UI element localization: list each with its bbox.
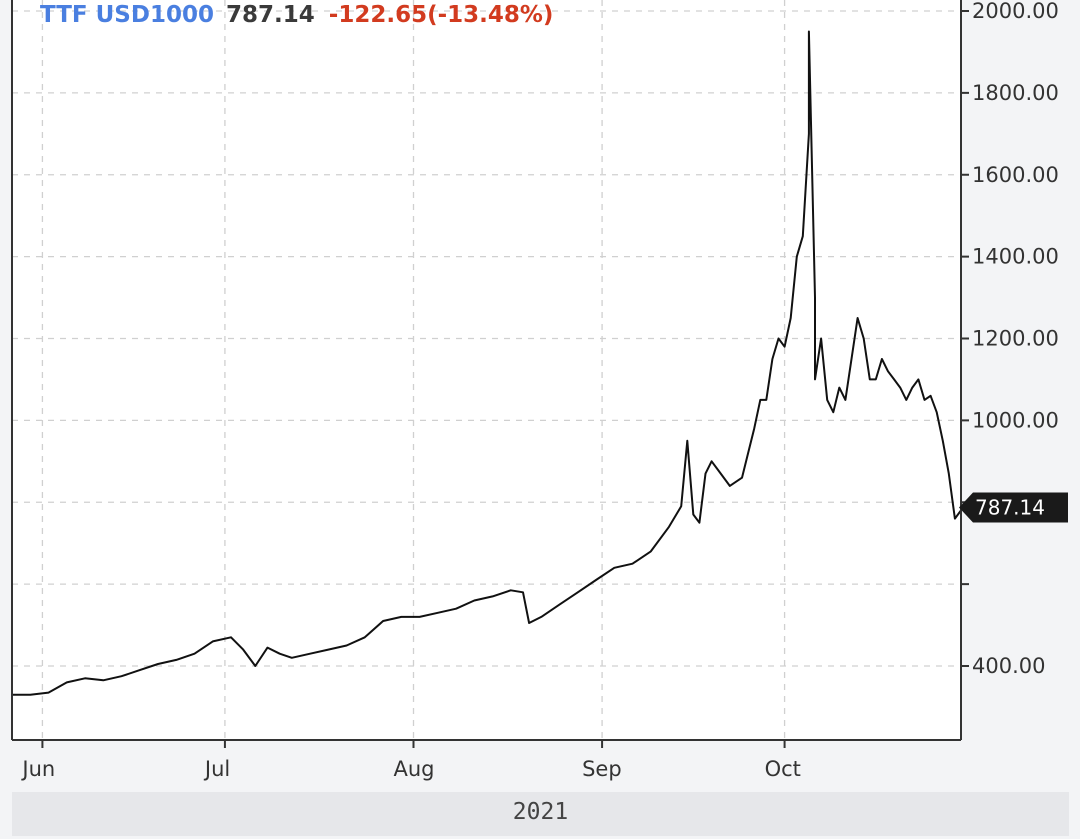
quote-header: TTF USD1000 787.14 -122.65(-13.48%): [40, 2, 553, 28]
x-tick-label: Jul: [203, 757, 230, 781]
y-tick-label: 1800.00: [972, 81, 1059, 105]
y-tick-label: 1200.00: [972, 327, 1059, 351]
x-tick-label: Sep: [582, 757, 622, 781]
y-tick-label: 1600.00: [972, 163, 1059, 187]
year-bar: 2021: [12, 792, 1069, 836]
last-price-marker: 787.14: [959, 492, 1068, 523]
price-series-line: [12, 30, 962, 696]
x-tick-label: Jun: [20, 757, 55, 781]
plot-background: [12, 0, 961, 740]
grid: [12, 0, 961, 740]
price-change: -122.65(-13.48%): [328, 2, 554, 28]
y-axis-ticks: 400.00600.001000.001200.001400.001600.00…: [961, 0, 1059, 678]
x-tick-label: Oct: [765, 757, 801, 781]
symbol-name: TTF USD1000: [40, 2, 214, 28]
y-tick-label: 2000.00: [972, 0, 1059, 23]
y-tick-label: 1400.00: [972, 245, 1059, 269]
y-tick-label: 1000.00: [972, 408, 1059, 432]
x-tick-label: Aug: [394, 757, 435, 781]
last-price-label: 787.14: [975, 496, 1045, 520]
x-axis-ticks: Jun Jul Aug Sep Oct: [20, 740, 801, 781]
year-label: 2021: [512, 799, 569, 825]
last-price-box: [959, 492, 1068, 523]
y-tick-label: 400.00: [972, 654, 1045, 678]
last-price: 787.14: [226, 2, 315, 28]
